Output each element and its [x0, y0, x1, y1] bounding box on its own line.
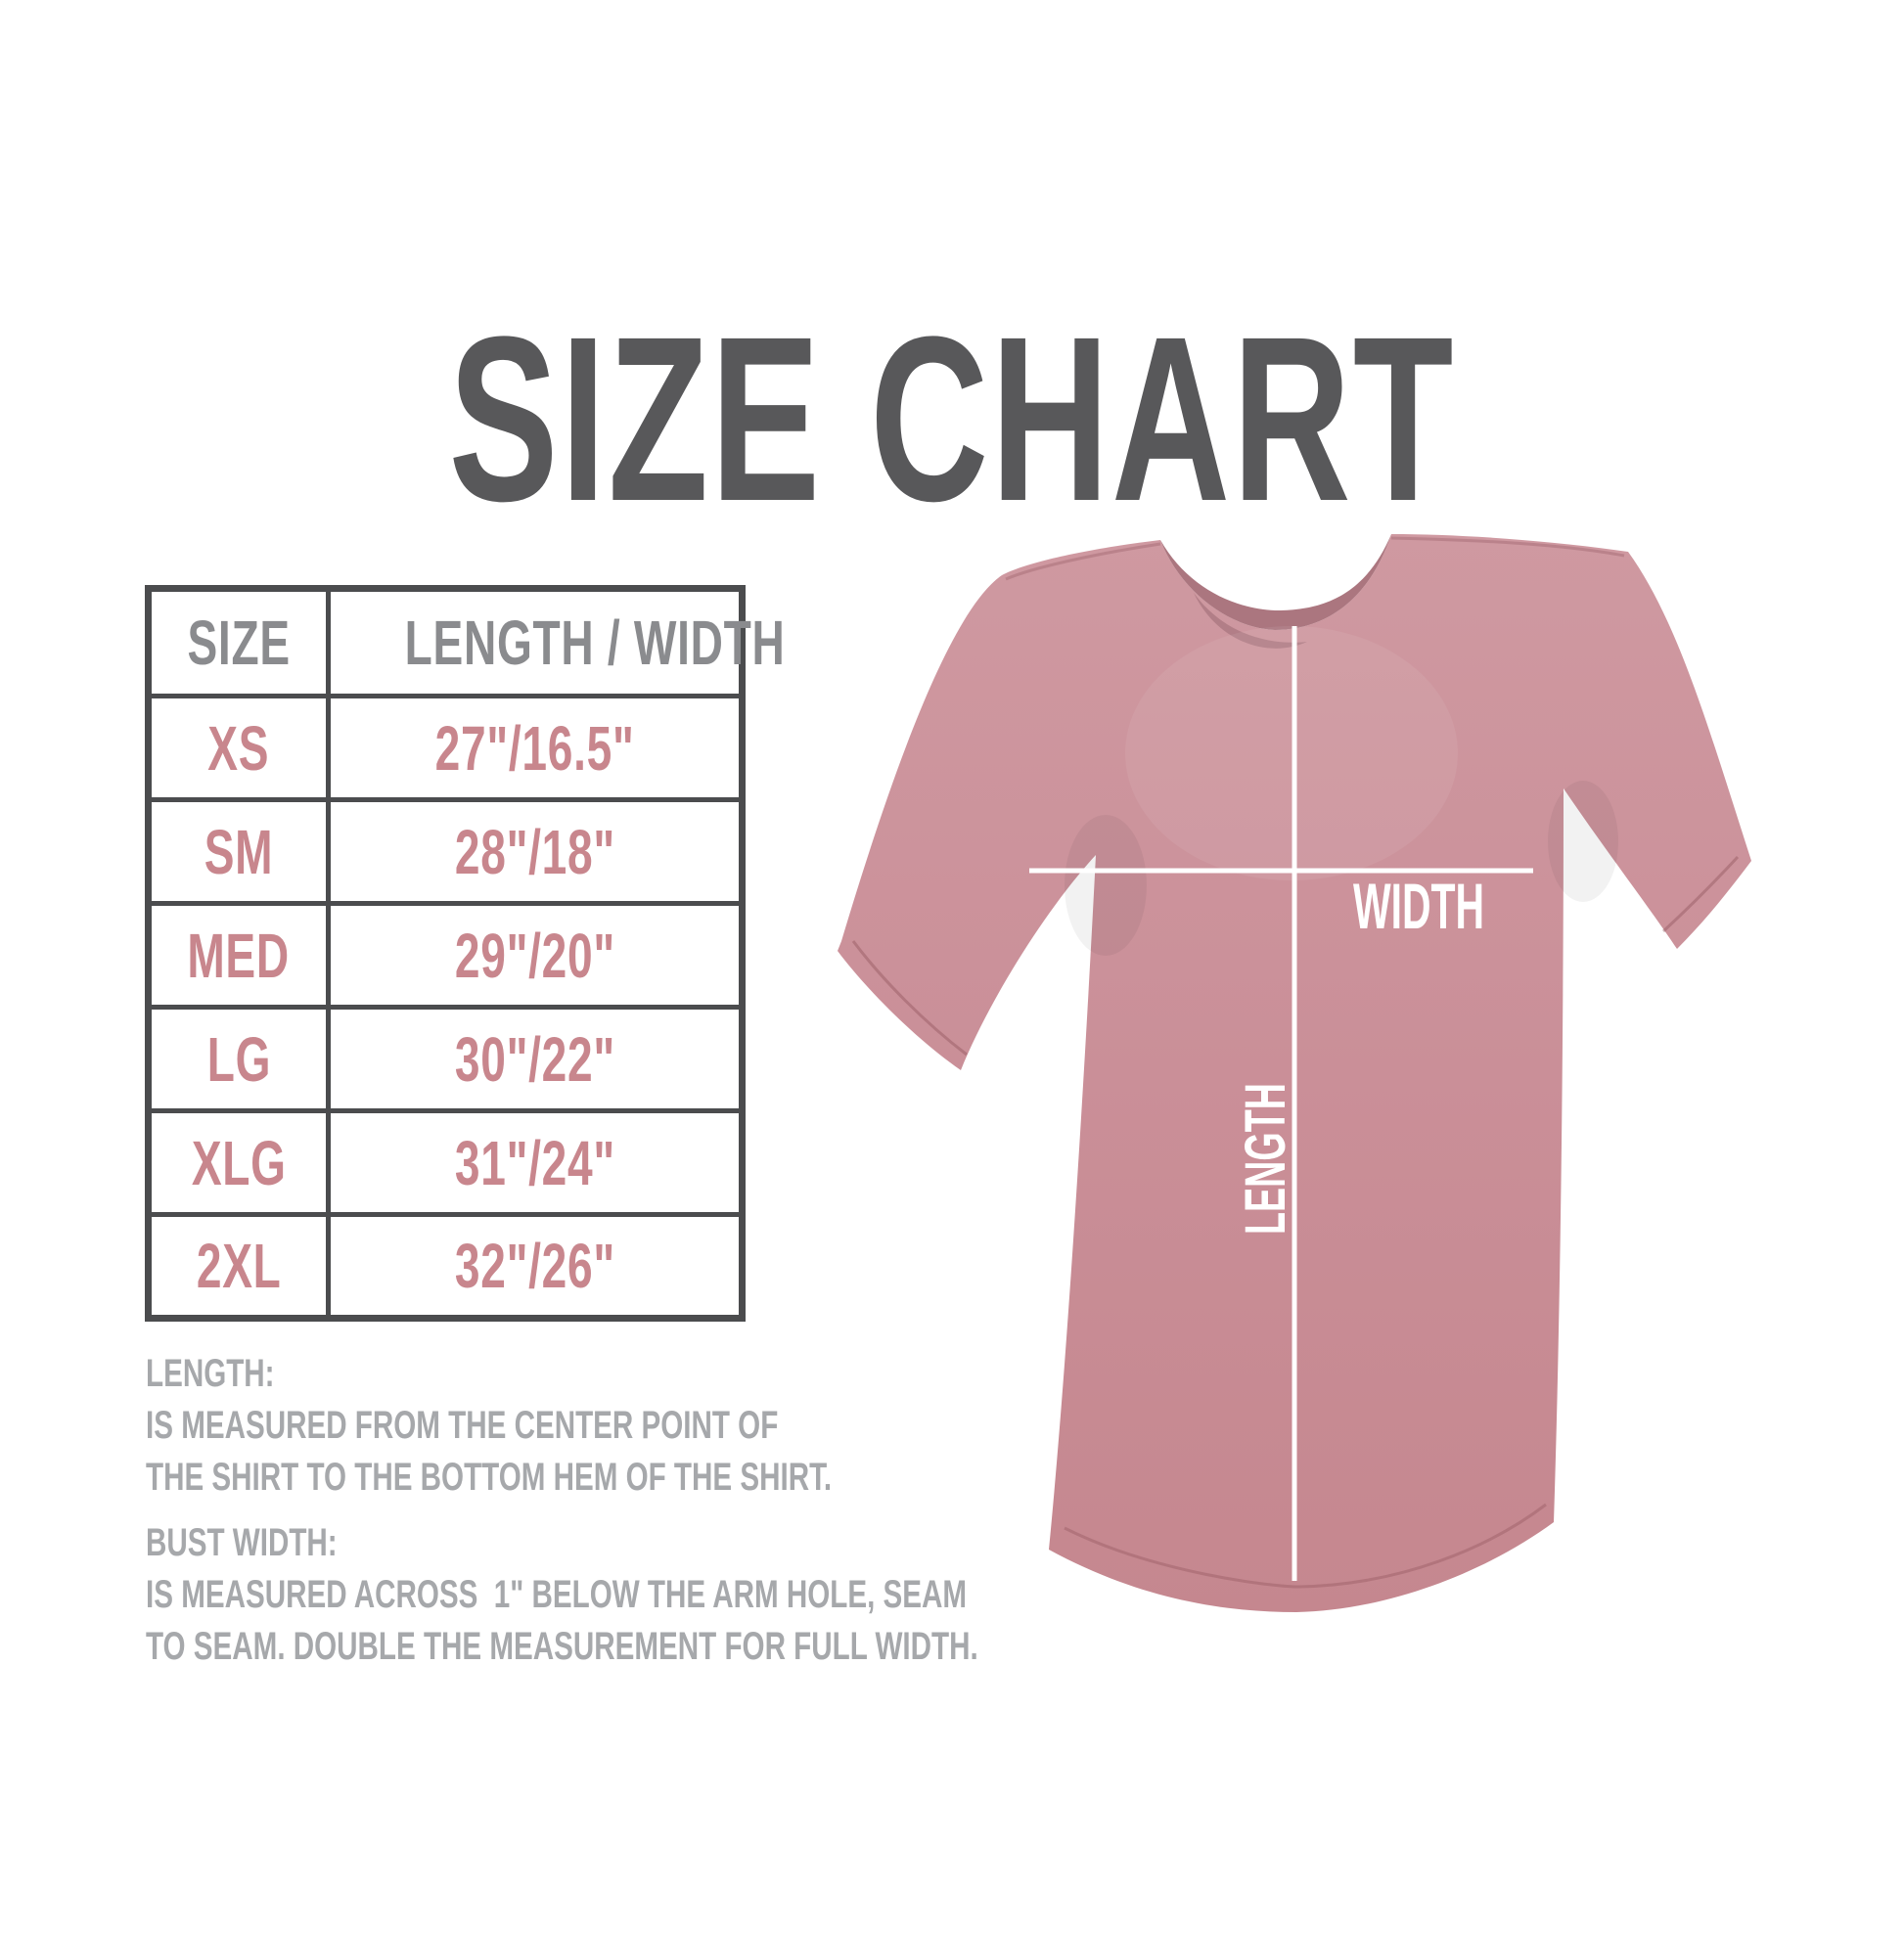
- shoulder-seam-left: [1005, 542, 1161, 581]
- bust-note-heading: BUST WIDTH:: [146, 1521, 338, 1564]
- measurement-cell: 28"/18": [326, 797, 745, 906]
- measurement-cell: 30"/22": [326, 1005, 745, 1113]
- table-row: XS 27"/16.5": [146, 694, 745, 802]
- measurement-cell: 32"/26": [326, 1212, 745, 1321]
- measurement-cell: 31"/24": [326, 1108, 745, 1217]
- length-label: LENGTH: [1235, 1083, 1297, 1235]
- table-row: MED 29"/20": [146, 901, 745, 1010]
- page-title: SIZE CHART: [0, 301, 1904, 536]
- shoulder-seam-right: [1390, 536, 1625, 558]
- bust-note-line: TO SEAM. DOUBLE THE MEASUREMENT FOR FULL…: [146, 1625, 978, 1668]
- table-row: LG 30"/22": [146, 1005, 745, 1113]
- length-note-heading: LENGTH:: [146, 1352, 275, 1395]
- length-note-line: IS MEASURED FROM THE CENTER POINT OF: [146, 1404, 779, 1447]
- tshirt-illustration: WIDTH LENGTH: [838, 534, 1751, 1612]
- size-cell: MED: [146, 901, 331, 1010]
- bust-note-line: IS MEASURED ACROSS 1" BELOW THE ARM HOLE…: [146, 1573, 968, 1616]
- tshirt-collar: [1160, 534, 1391, 630]
- armpit-shadow-left: [1065, 815, 1147, 956]
- hem-seam: [1064, 1503, 1547, 1589]
- page-title-text: SIZE CHART: [448, 287, 1456, 550]
- measurement-notes: LENGTH: IS MEASURED FROM THE CENTER POIN…: [146, 1348, 987, 1673]
- size-cell: 2XL: [146, 1212, 331, 1321]
- length-note-line: THE SHIRT TO THE BOTTOM HEM OF THE SHIRT…: [146, 1456, 833, 1499]
- size-column-header: SIZE: [146, 586, 331, 698]
- tshirt-figure: WIDTH LENGTH: [800, 370, 1904, 1651]
- cuff-crease-left: [851, 940, 968, 1057]
- size-cell: XLG: [146, 1108, 331, 1217]
- measurement-cell: 27"/16.5": [326, 694, 745, 802]
- table-row: XLG 31"/24": [146, 1108, 745, 1217]
- width-label: WIDTH: [1353, 870, 1484, 943]
- armpit-shadow-right: [1548, 781, 1618, 902]
- size-cell: SM: [146, 797, 331, 906]
- cuff-crease-right: [1661, 855, 1740, 933]
- chest-highlight: [1125, 626, 1458, 880]
- size-table: SIZE LENGTH / WIDTH XS 27"/16.5" SM 28"/…: [145, 585, 785, 1322]
- table-row: 2XL 32"/26": [146, 1212, 745, 1321]
- table-header-row: SIZE LENGTH / WIDTH: [146, 586, 785, 698]
- measurement-cell: 29"/20": [326, 901, 745, 1010]
- size-cell: XS: [146, 694, 331, 802]
- size-cell: LG: [146, 1005, 331, 1113]
- length-width-column-header: LENGTH / WIDTH: [326, 586, 785, 698]
- table-row: SM 28"/18": [146, 797, 745, 906]
